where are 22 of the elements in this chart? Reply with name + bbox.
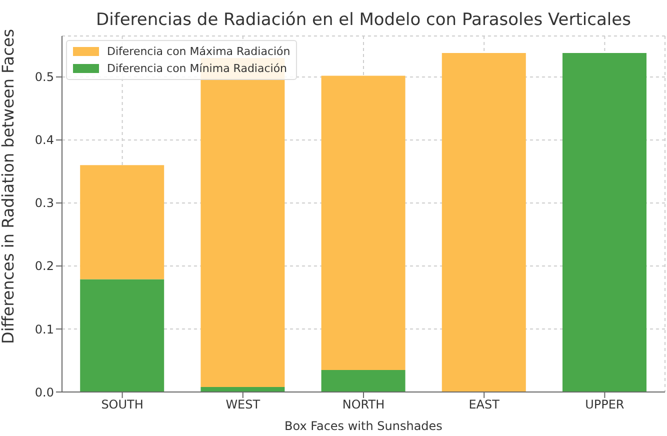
x-tick-label: UPPER bbox=[585, 398, 624, 412]
y-tick-label: 0.0 bbox=[34, 385, 54, 400]
y-tick-label: 0.1 bbox=[34, 322, 54, 336]
x-tick-label: SOUTH bbox=[101, 398, 144, 412]
y-tick-label: 0.5 bbox=[34, 70, 54, 84]
y-axis-title: Differences in Radiation between Faces bbox=[0, 28, 18, 344]
x-tick-label: EAST bbox=[468, 398, 500, 412]
y-tick-label: 0.3 bbox=[34, 196, 54, 210]
bar bbox=[80, 165, 164, 280]
legend-label: Diferencia con Mínima Radiación bbox=[107, 61, 288, 77]
bar bbox=[80, 279, 164, 392]
x-tick-label: NORTH bbox=[342, 398, 385, 412]
x-axis-title: Box Faces with Sunshades bbox=[284, 419, 442, 433]
legend-label: Diferencia con Máxima Radiación bbox=[107, 44, 290, 60]
x-tick-label: WEST bbox=[226, 398, 261, 412]
bar bbox=[442, 53, 526, 392]
bar bbox=[321, 370, 406, 392]
bar bbox=[321, 76, 406, 370]
y-tick-label: 0.4 bbox=[34, 133, 54, 148]
y-tick-label: 0.2 bbox=[34, 259, 54, 274]
bar bbox=[562, 53, 646, 392]
chart-title: Diferencias de Radiación en el Modelo con Parasoles Verticales bbox=[95, 10, 632, 30]
